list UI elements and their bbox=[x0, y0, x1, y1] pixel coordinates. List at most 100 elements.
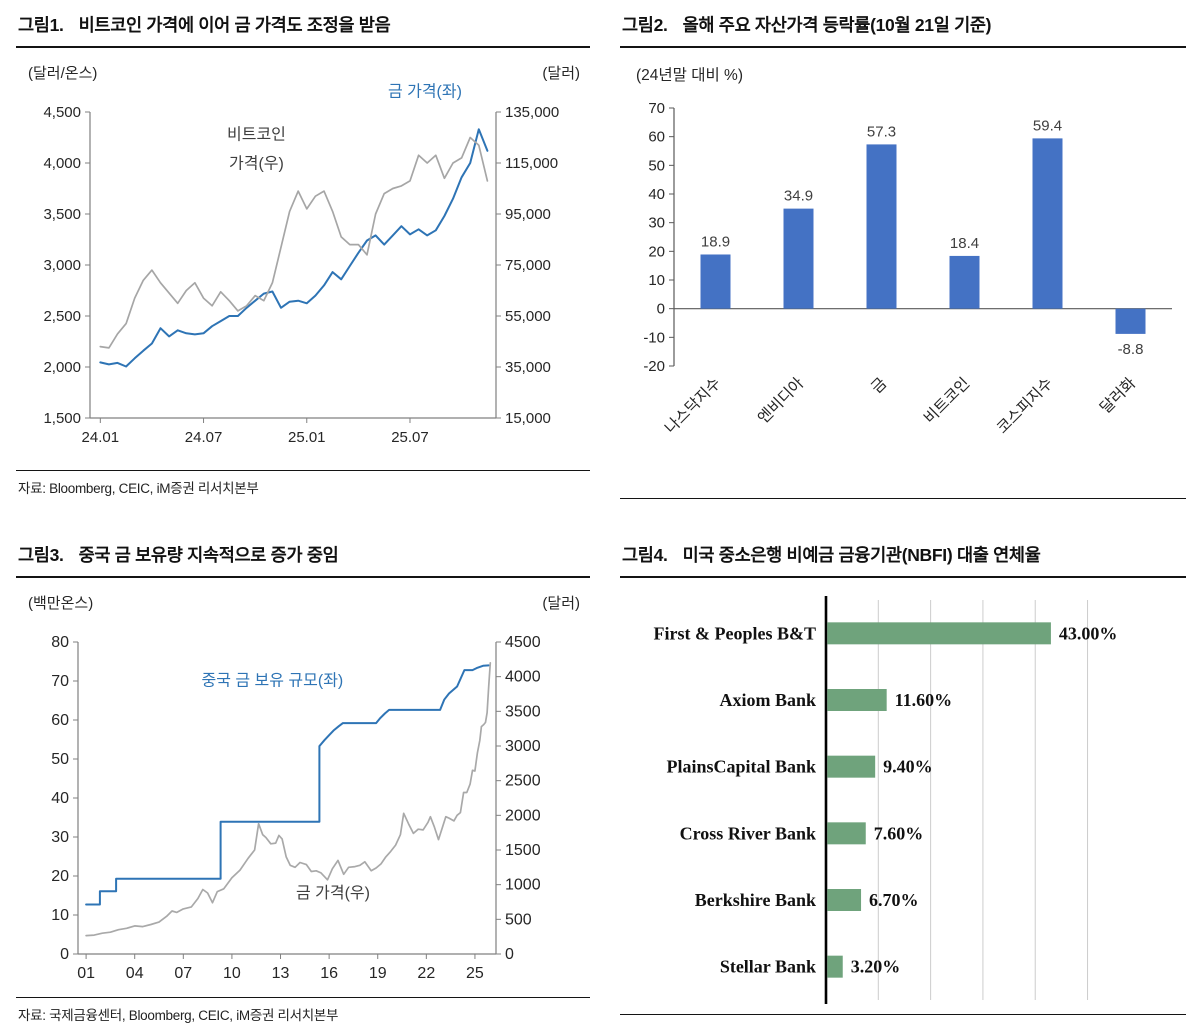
figure2-bar-chart: (24년말 대비 %) 70 60 50 40 30 20 10 0 -10 -20 18.9 나스닥지… bbox=[636, 66, 1172, 437]
figure3-line-chart: (백만온스) (달러)807060504030201004500400035003… bbox=[28, 595, 580, 982]
figure1-title: 그림1. 비트코인 가격에 이어 금 가격도 조정을 받음 bbox=[16, 8, 590, 46]
figure2-number: 그림2. bbox=[622, 15, 668, 35]
svg-text:16: 16 bbox=[320, 965, 338, 982]
svg-text:25.07: 25.07 bbox=[391, 429, 429, 446]
svg-text:95,000: 95,000 bbox=[505, 206, 551, 223]
svg-text:70: 70 bbox=[51, 673, 69, 690]
svg-text:4000: 4000 bbox=[505, 669, 541, 686]
svg-text:20: 20 bbox=[648, 243, 665, 260]
figure3-title-text: 중국 금 보유량 지속적으로 증가 중임 bbox=[78, 545, 339, 565]
svg-text:3500: 3500 bbox=[505, 703, 541, 720]
svg-text:Cross River Bank: Cross River Bank bbox=[680, 823, 816, 843]
figure3-number: 그림3. bbox=[18, 545, 64, 565]
svg-text:2500: 2500 bbox=[505, 773, 541, 790]
svg-text:(백만온스): (백만온스) bbox=[28, 595, 93, 612]
svg-text:나스닥지수: 나스닥지수 bbox=[661, 374, 724, 437]
svg-text:달러화: 달러화 bbox=[1096, 374, 1139, 417]
figure4-number: 그림4. bbox=[622, 545, 668, 565]
svg-text:10: 10 bbox=[223, 965, 241, 982]
svg-text:50: 50 bbox=[51, 751, 69, 768]
svg-text:PlainsCapital Bank: PlainsCapital Bank bbox=[666, 757, 816, 777]
svg-text:-10: -10 bbox=[643, 329, 665, 346]
svg-text:3,500: 3,500 bbox=[43, 206, 81, 223]
svg-text:22: 22 bbox=[417, 965, 435, 982]
figure4-panel: 그림4. 미국 중소은행 비예금 금융기관(NBFI) 대출 연체율 First … bbox=[620, 538, 1186, 1015]
svg-text:35,000: 35,000 bbox=[505, 359, 551, 376]
svg-text:10: 10 bbox=[51, 907, 69, 924]
svg-text:25: 25 bbox=[466, 965, 484, 982]
svg-text:1000: 1000 bbox=[505, 877, 541, 894]
figure3-source: 자료: 국제금융센터, Bloomberg, CEIC, iM증권 리서치본부 bbox=[18, 1008, 339, 1023]
svg-text:30: 30 bbox=[51, 829, 69, 846]
svg-text:10: 10 bbox=[648, 272, 665, 289]
svg-text:60: 60 bbox=[648, 129, 665, 146]
figure4-title-text: 미국 중소은행 비예금 금융기관(NBFI) 대출 연체율 bbox=[682, 545, 1041, 565]
svg-text:115,000: 115,000 bbox=[505, 155, 558, 172]
figure4-hbar-chart: First & Peoples B&T 43.00% Axiom Bank 11.60… bbox=[654, 596, 1118, 1004]
svg-text:500: 500 bbox=[505, 911, 532, 928]
svg-text:6.70%: 6.70% bbox=[869, 890, 919, 910]
svg-text:04: 04 bbox=[126, 965, 144, 982]
svg-text:57.3: 57.3 bbox=[867, 123, 896, 140]
svg-text:금 가격(우): 금 가격(우) bbox=[296, 884, 370, 902]
svg-text:(달러/온스): (달러/온스) bbox=[28, 65, 97, 82]
svg-text:0: 0 bbox=[505, 946, 514, 963]
svg-text:18.9: 18.9 bbox=[701, 233, 730, 250]
figure3-panel: 그림3. 중국 금 보유량 지속적으로 증가 중임 (백만온스) (달러) 80 70 6… bbox=[16, 538, 590, 1024]
svg-text:Berkshire Bank: Berkshire Bank bbox=[695, 890, 816, 910]
figure3-title: 그림3. 중국 금 보유량 지속적으로 증가 중임 bbox=[16, 538, 590, 576]
figure3-bottom-rule bbox=[16, 997, 590, 998]
svg-text:80: 80 bbox=[51, 634, 69, 651]
figure4-title: 그림4. 미국 중소은행 비예금 금융기관(NBFI) 대출 연체율 bbox=[620, 538, 1186, 576]
svg-text:07: 07 bbox=[174, 965, 192, 982]
svg-text:24.07: 24.07 bbox=[185, 429, 223, 446]
figure1-source: 자료: Bloomberg, CEIC, iM증권 리서치본부 bbox=[18, 481, 259, 496]
svg-text:43.00%: 43.00% bbox=[1059, 623, 1118, 643]
svg-text:2000: 2000 bbox=[505, 807, 541, 824]
svg-text:3.20%: 3.20% bbox=[851, 957, 901, 977]
figure3-title-rule bbox=[16, 576, 590, 578]
figure2-bottom-rule bbox=[620, 498, 1186, 499]
svg-text:1,500: 1,500 bbox=[43, 410, 81, 427]
svg-text:비트코인: 비트코인 bbox=[920, 374, 973, 427]
svg-text:가격(우): 가격(우) bbox=[229, 155, 284, 173]
svg-text:19: 19 bbox=[369, 965, 387, 982]
svg-text:3,000: 3,000 bbox=[43, 257, 81, 274]
svg-text:-20: -20 bbox=[643, 358, 665, 375]
svg-text:2,000: 2,000 bbox=[43, 359, 81, 376]
svg-text:70: 70 bbox=[648, 100, 665, 117]
svg-text:0: 0 bbox=[60, 946, 69, 963]
figure1-title-rule bbox=[16, 46, 590, 48]
svg-text:59.4: 59.4 bbox=[1033, 117, 1062, 134]
svg-text:First & Peoples B&T: First & Peoples B&T bbox=[654, 623, 816, 643]
figure1-line-chart: (달러/온스) (달러) 4,500 4,000 3,500 3,000 2,500 2,00… bbox=[28, 65, 580, 446]
svg-text:-8.8: -8.8 bbox=[1118, 341, 1144, 358]
svg-text:13: 13 bbox=[272, 965, 290, 982]
svg-text:25.01: 25.01 bbox=[288, 429, 326, 446]
figure4-bottom-rule bbox=[620, 1014, 1186, 1015]
svg-text:4,500: 4,500 bbox=[43, 104, 81, 121]
svg-text:50: 50 bbox=[648, 157, 665, 174]
svg-text:24.01: 24.01 bbox=[82, 429, 120, 446]
figure2-title-rule bbox=[620, 46, 1186, 48]
svg-text:비트코인: 비트코인 bbox=[227, 126, 286, 144]
svg-text:3000: 3000 bbox=[505, 738, 541, 755]
svg-text:2,500: 2,500 bbox=[43, 308, 81, 325]
svg-text:4500: 4500 bbox=[505, 634, 541, 651]
figure4-title-rule bbox=[620, 576, 1186, 578]
svg-text:중국 금 보유 규모(좌): 중국 금 보유 규모(좌) bbox=[201, 672, 343, 690]
svg-text:(달러): (달러) bbox=[542, 595, 580, 612]
svg-text:Axiom Bank: Axiom Bank bbox=[719, 690, 816, 710]
svg-text:18.4: 18.4 bbox=[950, 235, 979, 252]
svg-text:Stellar Bank: Stellar Bank bbox=[720, 957, 816, 977]
figure2-title: 그림2. 올해 주요 자산가격 등락률(10월 21일 기준) bbox=[620, 8, 1186, 46]
svg-text:11.60%: 11.60% bbox=[895, 690, 953, 710]
svg-text:30: 30 bbox=[648, 215, 665, 232]
svg-text:60: 60 bbox=[51, 712, 69, 729]
svg-text:40: 40 bbox=[51, 790, 69, 807]
figure1-title-text: 비트코인 가격에 이어 금 가격도 조정을 받음 bbox=[78, 15, 391, 35]
svg-text:금 가격(좌): 금 가격(좌) bbox=[388, 83, 462, 101]
figure1-number: 그림1. bbox=[18, 15, 64, 35]
svg-text:40: 40 bbox=[648, 186, 665, 203]
